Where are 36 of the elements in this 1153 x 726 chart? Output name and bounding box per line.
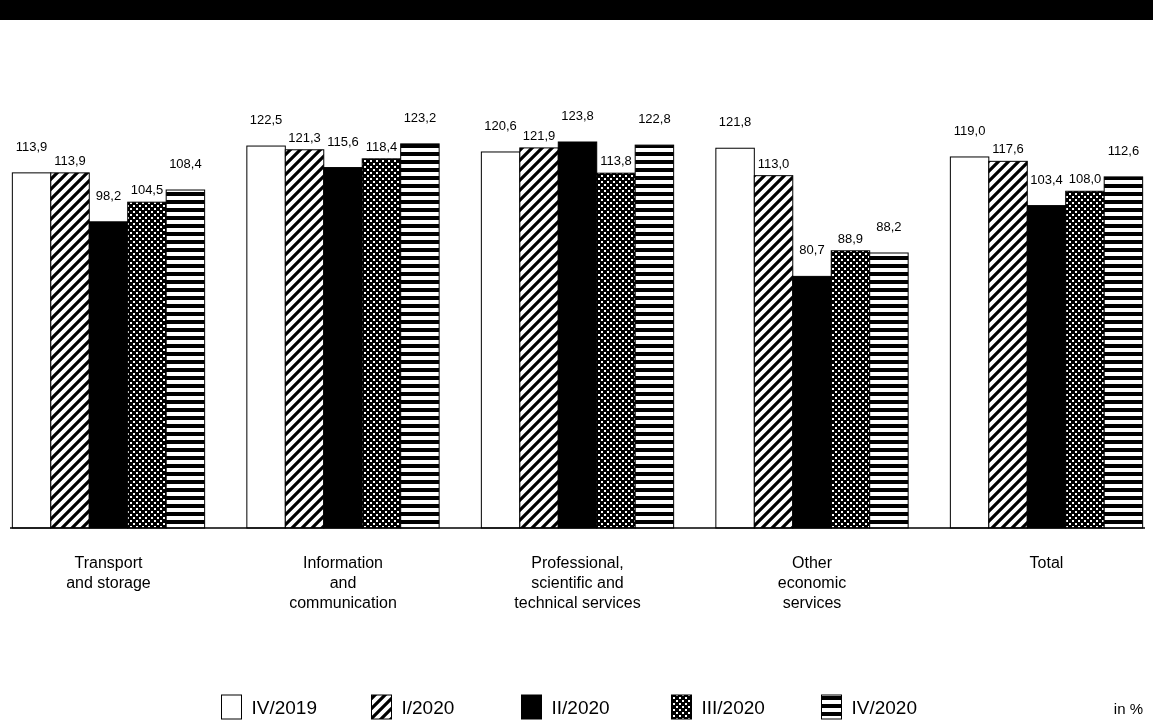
legend-label: IV/2019 <box>251 697 317 718</box>
data-label: 120,6 <box>484 117 517 133</box>
x-tick-label: Professional, scientific and technical services <box>514 554 641 611</box>
data-label: 112,6 <box>1107 142 1140 158</box>
data-label: 103,4 <box>1030 171 1063 187</box>
data-label: 108,4 <box>169 156 202 172</box>
legend-label: IV/2020 <box>851 697 917 718</box>
data-label: 121,8 <box>718 114 752 130</box>
data-label: 121,3 <box>288 129 321 145</box>
data-label: 123,2 <box>403 109 437 125</box>
data-label: 123,8 <box>561 108 594 123</box>
x-tick-label: Information and communication <box>289 554 397 611</box>
legend-label: I/2020 <box>401 697 455 718</box>
data-label: 88,2 <box>876 219 902 234</box>
data-label: 113,9 <box>54 152 86 168</box>
data-label: 122,8 <box>638 111 671 127</box>
data-label: 98,2 <box>95 187 122 203</box>
data-label: 113,9 <box>15 138 48 154</box>
data-label: 80,7 <box>799 242 825 258</box>
data-label: 122,5 <box>249 112 283 128</box>
legend-label: II/2020 <box>551 697 610 718</box>
data-label: 113,8 <box>600 153 632 169</box>
legend-label: III/2020 <box>701 697 765 718</box>
data-label: 104,5 <box>130 182 164 198</box>
data-label: 121,9 <box>522 127 556 143</box>
data-label: 108,0 <box>1068 171 1102 187</box>
data-label: 117,6 <box>992 141 1024 157</box>
data-label: 113,0 <box>757 155 790 171</box>
x-tick-label: Total <box>1029 554 1064 571</box>
data-label: 115,6 <box>327 133 359 149</box>
text: in % <box>1113 700 1143 717</box>
x-tick-label: Other economic services <box>777 554 847 611</box>
data-label: 88,9 <box>837 230 864 246</box>
x-tick-label: Transport and storage <box>66 554 151 591</box>
data-label: 119,0 <box>953 122 986 138</box>
data-label: 118,4 <box>365 138 398 154</box>
